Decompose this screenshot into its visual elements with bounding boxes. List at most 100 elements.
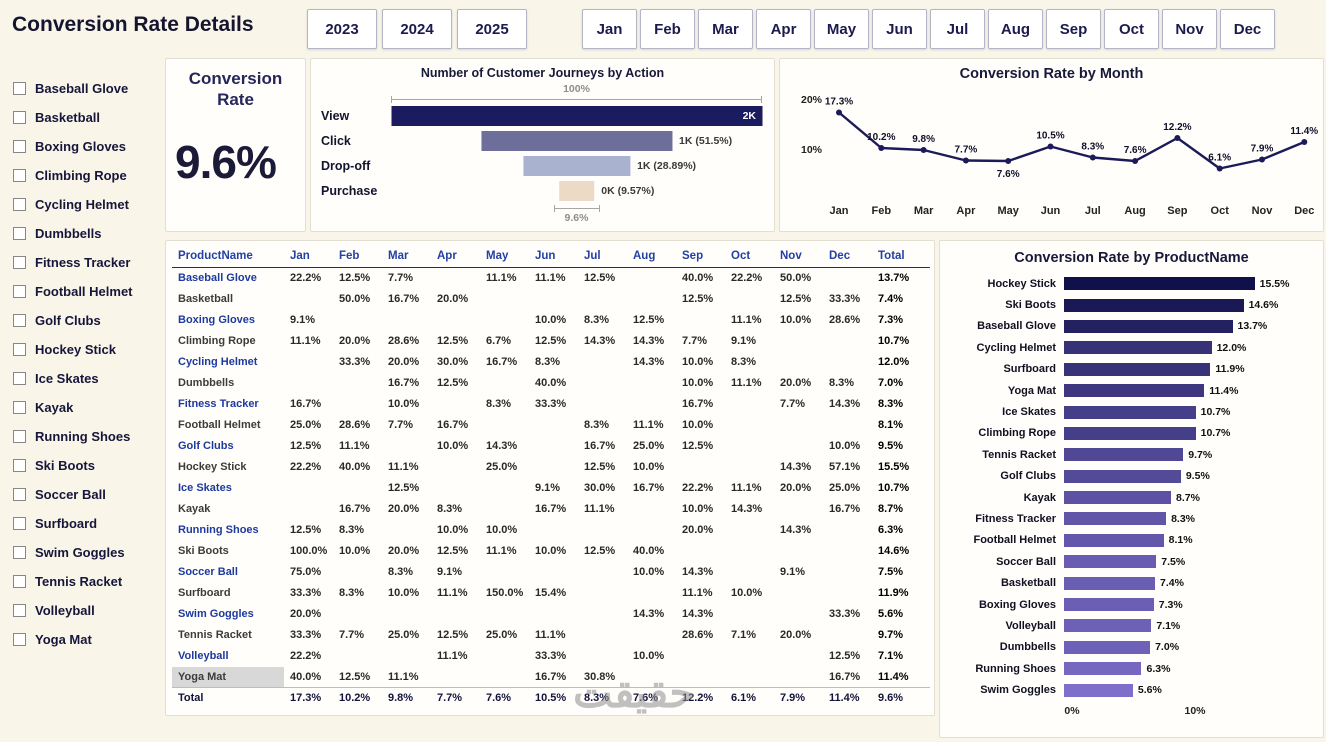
matrix-value-cell[interactable]: 7.7% — [339, 629, 365, 641]
matrix-value-cell[interactable] — [627, 373, 676, 394]
matrix-value-cell[interactable] — [529, 604, 578, 625]
matrix-value-cell[interactable] — [431, 394, 480, 415]
matrix-value-cell[interactable]: 12.5% — [339, 670, 371, 683]
product-filter-item-fitness-tracker[interactable]: Fitness Tracker — [13, 248, 163, 277]
matrix-value-cell[interactable] — [578, 520, 627, 541]
matrix-value-cell[interactable]: 16.7% — [584, 440, 616, 452]
matrix-value-cell[interactable]: 11.1% — [682, 587, 713, 599]
matrix-value-cell[interactable]: 20.0% — [780, 377, 812, 389]
matrix-value-cell[interactable]: 40.0% — [682, 272, 714, 285]
matrix-value-cell[interactable]: 10.0% — [731, 587, 763, 599]
matrix-value-cell[interactable]: 9.7% — [878, 629, 904, 641]
bar-yoga-mat[interactable] — [1064, 384, 1205, 398]
product-filter-item-ski-boots[interactable]: Ski Boots — [13, 451, 163, 480]
line-point[interactable] — [1089, 154, 1096, 161]
checkbox-icon[interactable] — [13, 372, 26, 385]
matrix-value-cell[interactable]: 11.1% — [437, 587, 468, 599]
matrix-value-cell[interactable] — [774, 352, 823, 373]
matrix-value-cell[interactable]: 14.3% — [682, 608, 714, 620]
matrix-value-cell[interactable]: 7.1% — [731, 629, 757, 641]
bar-kayak[interactable] — [1064, 491, 1171, 505]
matrix-value-cell[interactable] — [382, 310, 431, 331]
matrix-header-dec[interactable]: Dec — [823, 244, 872, 268]
matrix-value-cell[interactable]: 11.4% — [878, 670, 909, 683]
funnel-bar-click[interactable] — [480, 130, 673, 151]
matrix-value-cell[interactable] — [676, 646, 725, 667]
matrix-header-jun[interactable]: Jun — [529, 244, 578, 268]
matrix-value-cell[interactable]: 40.0% — [290, 670, 322, 683]
product-filter-item-soccer-ball[interactable]: Soccer Ball — [13, 480, 163, 509]
matrix-value-cell[interactable]: 12.5% — [339, 272, 371, 285]
matrix-value-cell[interactable]: 14.3% — [486, 440, 518, 452]
matrix-value-cell[interactable]: 10.0% — [437, 524, 469, 536]
month-button-sep[interactable]: Sep — [1046, 9, 1101, 49]
month-button-oct[interactable]: Oct — [1104, 9, 1159, 49]
matrix-product-cell[interactable]: Tennis Racket — [178, 629, 252, 641]
matrix-value-cell[interactable]: 9.1% — [780, 566, 806, 578]
checkbox-icon[interactable] — [13, 111, 26, 124]
matrix-value-cell[interactable] — [774, 646, 823, 667]
matrix-value-cell[interactable]: 11.1% — [535, 272, 566, 285]
matrix-value-cell[interactable]: 30.0% — [437, 356, 469, 368]
matrix-value-cell[interactable]: 16.7% — [633, 482, 665, 494]
matrix-value-cell[interactable]: 8.3% — [731, 356, 757, 368]
product-filter-item-basketball[interactable]: Basketball — [13, 103, 163, 132]
matrix-value-cell[interactable]: 8.3% — [339, 587, 365, 599]
matrix-value-cell[interactable]: 14.3% — [780, 461, 812, 473]
matrix-value-cell[interactable]: 33.3% — [829, 608, 861, 620]
matrix-product-cell[interactable]: Basketball — [178, 293, 234, 305]
product-filter-item-golf-clubs[interactable]: Golf Clubs — [13, 306, 163, 335]
matrix-value-cell[interactable]: 13.7% — [878, 272, 910, 285]
matrix-value-cell[interactable]: 10.0% — [633, 650, 665, 662]
bar-ice-skates[interactable] — [1064, 405, 1196, 419]
matrix-value-cell[interactable]: 50.0% — [780, 272, 812, 285]
checkbox-icon[interactable] — [13, 546, 26, 559]
matrix-value-cell[interactable]: 10.0% — [388, 398, 420, 410]
matrix-value-cell[interactable]: 15.5% — [878, 461, 910, 473]
matrix-value-cell[interactable] — [333, 562, 382, 583]
matrix-value-cell[interactable] — [480, 373, 529, 394]
matrix-value-cell[interactable] — [627, 289, 676, 310]
product-filter-item-ice-skates[interactable]: Ice Skates — [13, 364, 163, 393]
matrix-product-cell[interactable]: Dumbbells — [178, 377, 235, 389]
matrix-value-cell[interactable]: 12.5% — [535, 335, 567, 347]
product-filter-item-boxing-gloves[interactable]: Boxing Gloves — [13, 132, 163, 161]
matrix-value-cell[interactable]: 16.7% — [388, 293, 420, 305]
matrix-value-cell[interactable] — [627, 625, 676, 646]
matrix-value-cell[interactable] — [431, 478, 480, 499]
matrix-value-cell[interactable]: 14.3% — [731, 503, 763, 515]
matrix-value-cell[interactable] — [529, 457, 578, 478]
matrix-header-jul[interactable]: Jul — [578, 244, 627, 268]
matrix-value-cell[interactable]: 12.0% — [878, 356, 910, 368]
matrix-value-cell[interactable]: 9.5% — [878, 440, 904, 452]
matrix-value-cell[interactable] — [431, 310, 480, 331]
matrix-product-cell[interactable]: Golf Clubs — [178, 440, 234, 452]
matrix-value-cell[interactable]: 28.6% — [388, 335, 420, 347]
matrix-value-cell[interactable] — [578, 373, 627, 394]
matrix-value-cell[interactable]: 11.1% — [633, 419, 664, 431]
matrix-value-cell[interactable] — [627, 499, 676, 520]
matrix-value-cell[interactable] — [382, 646, 431, 667]
matrix-value-cell[interactable]: 12.5% — [437, 545, 469, 557]
month-button-mar[interactable]: Mar — [698, 9, 753, 49]
matrix-value-cell[interactable]: 7.1% — [878, 650, 904, 662]
matrix-value-cell[interactable] — [284, 499, 333, 520]
matrix-value-cell[interactable] — [480, 667, 529, 688]
matrix-value-cell[interactable] — [774, 583, 823, 604]
matrix-value-cell[interactable]: 8.7% — [878, 503, 904, 515]
matrix-product-cell[interactable]: Climbing Rope — [178, 335, 256, 347]
month-button-jul[interactable]: Jul — [930, 9, 985, 49]
matrix-value-cell[interactable] — [284, 289, 333, 310]
matrix-product-cell[interactable]: Hockey Stick — [178, 461, 247, 473]
matrix-value-cell[interactable] — [382, 436, 431, 457]
matrix-product-cell[interactable]: Swim Goggles — [178, 608, 254, 620]
line-point[interactable] — [878, 145, 885, 151]
checkbox-icon[interactable] — [13, 169, 26, 182]
bar-golf-clubs[interactable] — [1064, 469, 1181, 483]
matrix-value-cell[interactable] — [725, 289, 774, 310]
matrix-value-cell[interactable] — [725, 457, 774, 478]
matrix-value-cell[interactable]: 16.7% — [535, 503, 567, 515]
matrix-value-cell[interactable] — [774, 604, 823, 625]
matrix-value-cell[interactable] — [823, 415, 872, 436]
matrix-value-cell[interactable]: 12.5% — [584, 461, 616, 473]
